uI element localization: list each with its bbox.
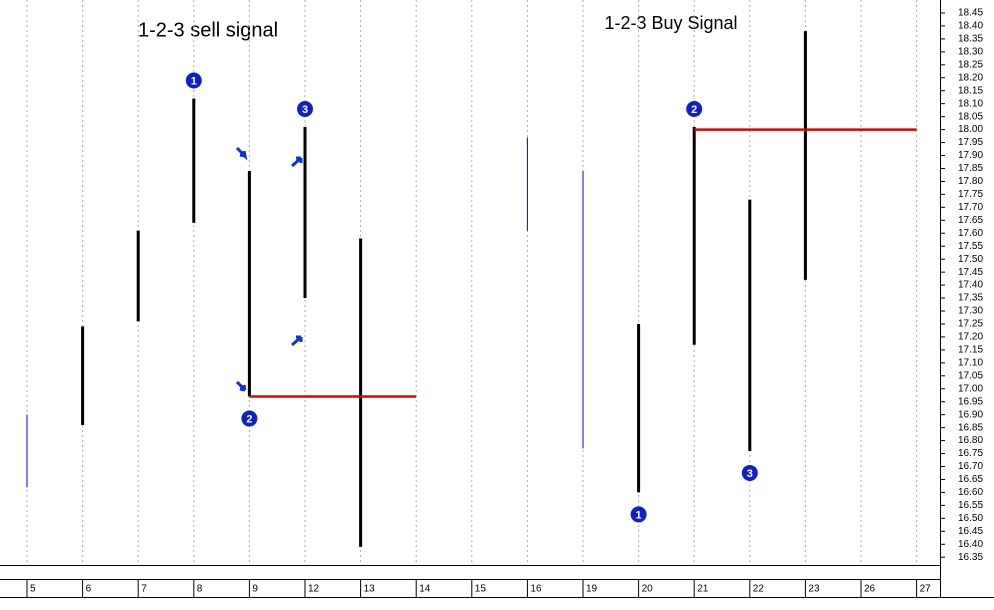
y-tick-label: 17.55 <box>958 241 983 252</box>
x-tick-label: 26 <box>864 584 876 595</box>
x-tick-label: 9 <box>252 584 258 595</box>
x-tick-label: 8 <box>197 584 203 595</box>
arrow <box>291 156 303 168</box>
y-tick-label: 16.75 <box>958 448 983 459</box>
signal-marker <box>630 506 647 523</box>
y-tick-label: 17.95 <box>958 137 983 148</box>
y-tick-label: 16.65 <box>958 474 983 485</box>
y-tick-label: 18.20 <box>958 72 983 83</box>
annotation: 1-2-3 Buy Signal <box>604 13 737 33</box>
annotation: 1-2-3 sell signal <box>138 19 278 41</box>
signal-marker <box>686 100 703 117</box>
y-tick-label: 17.80 <box>958 176 983 187</box>
y-tick-label: 17.75 <box>958 189 983 200</box>
y-tick-label: 16.70 <box>958 461 983 472</box>
y-tick-label: 16.95 <box>958 396 983 407</box>
y-tick-label: 16.40 <box>958 539 983 550</box>
y-tick-label: 17.70 <box>958 202 983 213</box>
y-tick-label: 18.30 <box>958 46 983 57</box>
y-tick-label: 18.00 <box>958 124 983 135</box>
y-tick-label: 17.05 <box>958 370 983 381</box>
signal-marker-label: 3 <box>302 104 308 116</box>
y-tick-label: 18.35 <box>958 34 983 45</box>
x-tick-label: 14 <box>419 584 431 595</box>
y-tick-label: 17.90 <box>958 150 983 161</box>
y-tick-label: 17.20 <box>958 332 983 343</box>
x-tick-label: 13 <box>364 584 376 595</box>
y-tick-label: 18.45 <box>958 8 983 19</box>
x-tick-label: 12 <box>308 584 320 595</box>
y-tick-label: 17.50 <box>958 254 983 265</box>
y-tick-label: 16.85 <box>958 422 983 433</box>
x-tick-label: 23 <box>808 584 820 595</box>
signal-marker <box>741 464 758 481</box>
signal-marker <box>241 410 258 427</box>
y-tick-label: 17.35 <box>958 293 983 304</box>
y-tick-label: 17.60 <box>958 228 983 239</box>
signal-marker <box>185 72 202 89</box>
signal-marker-label: 2 <box>691 104 697 116</box>
y-tick-label: 17.00 <box>958 383 983 394</box>
x-tick-label: 19 <box>586 584 598 595</box>
x-tick-label: 27 <box>920 584 932 595</box>
y-tick-label: 18.15 <box>958 85 983 96</box>
signal-marker-label: 1 <box>191 75 197 87</box>
signal-marker-label: 1 <box>636 509 642 521</box>
y-tick-label: 16.45 <box>958 526 983 537</box>
y-tick-label: 17.85 <box>958 163 983 174</box>
y-tick-label: 17.65 <box>958 215 983 226</box>
y-tick-label: 16.55 <box>958 500 983 511</box>
arrow <box>235 380 247 392</box>
y-tick-label: 17.30 <box>958 306 983 317</box>
x-tick-label: 5 <box>30 584 36 595</box>
y-tick-label: 17.15 <box>958 345 983 356</box>
arrow <box>235 146 248 161</box>
arrows <box>235 146 303 392</box>
x-tick-label: 15 <box>475 584 487 595</box>
y-tick-label: 17.45 <box>958 267 983 278</box>
signal-marker-label: 2 <box>246 413 252 425</box>
x-tick-label: 6 <box>86 584 92 595</box>
y-tick-label: 18.05 <box>958 111 983 122</box>
signal-marker <box>297 100 313 117</box>
x-tick-label: 7 <box>141 584 147 595</box>
x-tick-label: 21 <box>697 584 709 595</box>
y-tick-label: 16.35 <box>958 552 983 563</box>
y-tick-label: 18.25 <box>958 59 983 70</box>
y-tick-label: 18.10 <box>958 98 983 109</box>
y-tick-label: 17.25 <box>958 319 983 330</box>
y-tick-label: 16.60 <box>958 487 983 498</box>
y-tick-label: 17.10 <box>958 357 983 368</box>
y-tick-label: 16.90 <box>958 409 983 420</box>
x-tick-label: 16 <box>530 584 542 595</box>
y-tick-label: 16.80 <box>958 435 983 446</box>
x-tick-label: 22 <box>753 584 765 595</box>
y-tick-label: 18.40 <box>958 21 983 32</box>
y-tick-label: 17.40 <box>958 280 983 291</box>
y-tick-label: 16.50 <box>958 513 983 524</box>
signal-marker-label: 3 <box>747 468 753 480</box>
arrow <box>291 335 303 347</box>
x-tick-label: 20 <box>642 584 654 595</box>
